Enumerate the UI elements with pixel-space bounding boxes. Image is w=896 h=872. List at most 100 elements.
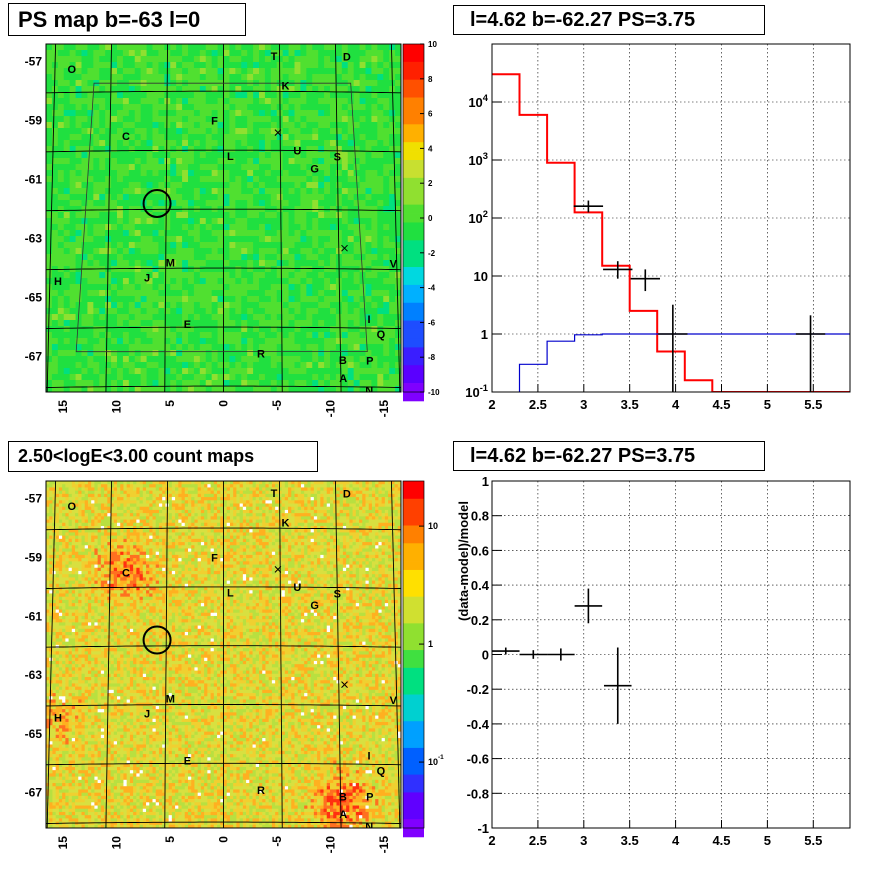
ps-pixel bbox=[365, 194, 372, 201]
ps-pixel bbox=[158, 224, 165, 231]
ps-pixel bbox=[122, 68, 130, 75]
count-pixel bbox=[65, 763, 69, 768]
ps-pixel bbox=[312, 230, 319, 237]
ps-pixel bbox=[353, 254, 360, 261]
ps-pixel bbox=[229, 92, 236, 99]
ps-pixel bbox=[383, 242, 390, 249]
ps-pixel bbox=[330, 254, 337, 261]
ps-pixel bbox=[134, 146, 142, 153]
ps-pixel bbox=[347, 344, 355, 351]
count-pixel bbox=[68, 783, 73, 787]
count-pixel bbox=[78, 750, 82, 755]
ps-pixel bbox=[146, 86, 153, 93]
ps-pixel bbox=[341, 200, 349, 207]
count-pixel bbox=[62, 660, 66, 665]
ps-pixel bbox=[300, 110, 307, 117]
count-pixel bbox=[52, 609, 57, 614]
ps-pixel bbox=[152, 62, 159, 69]
ps-pixel bbox=[377, 110, 384, 117]
count-pixel bbox=[71, 676, 76, 681]
count-pixel bbox=[62, 818, 66, 822]
ps-pixel bbox=[140, 224, 147, 231]
ps-pixel bbox=[158, 50, 165, 57]
ps-pixel bbox=[111, 122, 118, 129]
ps-pixel bbox=[134, 230, 142, 237]
ps-pixel bbox=[57, 272, 65, 279]
ps-pixel bbox=[188, 116, 195, 123]
ps-pixel bbox=[117, 128, 124, 135]
ps-pixel bbox=[324, 380, 331, 387]
ps-pixel bbox=[288, 302, 295, 309]
ps-pixel bbox=[75, 272, 82, 279]
ps-pixel bbox=[330, 122, 337, 129]
ps-pixel bbox=[152, 272, 159, 279]
ps-pixel bbox=[223, 326, 230, 333]
ps-pixel bbox=[170, 110, 177, 117]
ps-pixel bbox=[93, 134, 100, 141]
count-pixel bbox=[81, 593, 86, 598]
count-pixel bbox=[46, 525, 50, 530]
ps-pixel bbox=[306, 326, 313, 333]
ps-pixel bbox=[128, 128, 136, 135]
ps-pixel bbox=[128, 116, 136, 123]
count-pixel bbox=[62, 535, 66, 540]
ps-pixel bbox=[63, 314, 71, 321]
ps-pixel bbox=[300, 374, 307, 381]
ps-pixel bbox=[51, 284, 59, 291]
ps-pixel bbox=[288, 344, 295, 351]
count-pixel bbox=[71, 612, 76, 617]
count-pixel bbox=[55, 754, 60, 758]
ps-pixel bbox=[63, 326, 71, 333]
count-pixel bbox=[46, 635, 50, 639]
count-pixel bbox=[71, 619, 76, 623]
ps-pixel bbox=[122, 266, 130, 273]
ps-pixel bbox=[294, 260, 301, 267]
ps-pixel bbox=[377, 308, 384, 315]
count-pixel bbox=[75, 503, 79, 508]
ps-pixel bbox=[300, 296, 307, 303]
ps-pixel bbox=[282, 236, 289, 243]
ps-pixel bbox=[318, 98, 325, 105]
count-pixel bbox=[65, 558, 69, 562]
ps-pixel bbox=[205, 248, 213, 255]
ps-pixel bbox=[87, 80, 94, 87]
ps-pixel bbox=[341, 110, 349, 117]
ps-pixel bbox=[69, 44, 76, 51]
ps-source-label: P bbox=[366, 356, 373, 368]
ps-pixel bbox=[282, 146, 289, 153]
count-pixel bbox=[68, 654, 73, 659]
count-pixel bbox=[55, 783, 60, 787]
ps-pixel bbox=[99, 128, 106, 135]
ps-pixel bbox=[87, 146, 94, 153]
ps-pixel bbox=[335, 176, 343, 183]
ps-y-tick-label: -63 bbox=[25, 232, 43, 246]
ps-pixel bbox=[128, 74, 136, 81]
ps-pixel bbox=[111, 278, 118, 285]
count-pixel bbox=[78, 606, 82, 610]
ps-pixel bbox=[63, 206, 71, 213]
ps-pixel bbox=[253, 386, 260, 392]
count-pixel bbox=[84, 500, 89, 504]
ps-pixel bbox=[359, 200, 366, 207]
ps-pixel bbox=[270, 224, 278, 231]
count-pixel bbox=[46, 606, 50, 610]
ps-pixel bbox=[312, 98, 319, 105]
ps-colorbar-label: 2 bbox=[428, 179, 433, 188]
ps-pixel bbox=[347, 110, 355, 117]
count-pixel bbox=[68, 667, 73, 671]
ps-pixel bbox=[288, 134, 295, 141]
ps-pixel bbox=[211, 374, 218, 381]
ps-pixel bbox=[105, 194, 112, 201]
ps-pixel bbox=[217, 170, 224, 177]
count-pixel bbox=[62, 599, 66, 604]
count-pixel bbox=[62, 657, 66, 662]
ps-pixel bbox=[229, 170, 236, 177]
count-pixel bbox=[46, 558, 50, 562]
ps-source-label: R bbox=[257, 349, 265, 361]
count-pixel bbox=[71, 606, 76, 610]
ps-pixel bbox=[282, 212, 289, 219]
ps-pixel bbox=[170, 200, 177, 207]
count-pixel bbox=[65, 625, 69, 630]
count-pixel bbox=[84, 516, 89, 520]
ps-pixel bbox=[223, 158, 230, 165]
